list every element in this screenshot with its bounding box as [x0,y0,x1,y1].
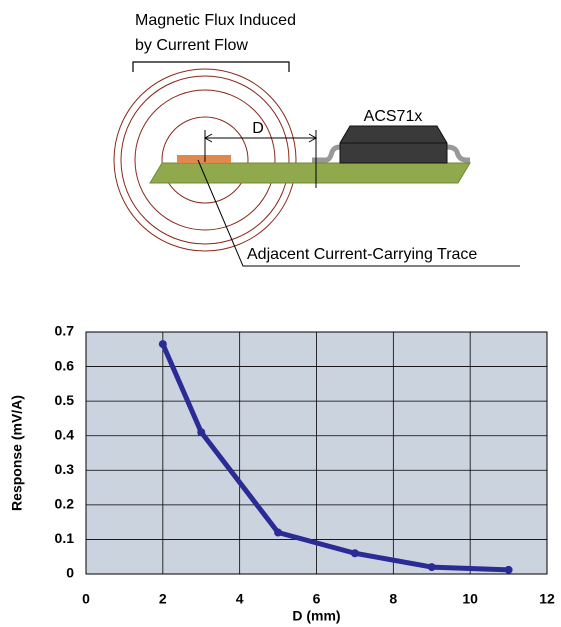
x-tick-label: 0 [82,591,90,607]
y-tick-label: 0.1 [55,530,75,546]
leader-line [197,159,520,267]
data-line [160,343,509,573]
flux-circle [113,68,297,252]
bracket [132,61,290,72]
x-tick-label: 6 [313,591,321,607]
y-tick-label: 0.5 [55,392,75,408]
board [149,162,471,184]
x-axis-label: D (mm) [292,608,340,624]
trace-label: Adjacent Current-Carrying Trace [247,246,477,263]
diagram: Magnetic Flux Induced by Current Flow AC… [113,12,520,267]
y-tick-label: 0.6 [55,357,75,373]
distance-label: D [252,120,264,137]
data-point [350,549,359,558]
y-tick-label: 0.2 [55,496,75,512]
chip-label: ACS71x [364,108,423,125]
plot-border [85,331,548,575]
flux-label: Magnetic Flux Induced [135,12,296,29]
x-tick-label: 4 [236,591,244,607]
flux-circle [161,116,249,204]
x-tick-label: 12 [539,591,555,607]
y-tick-label: 0.7 [55,323,75,339]
x-tick-label: 10 [462,591,478,607]
data-point [274,528,283,537]
y-axis-label: Response (mV/A) [9,395,25,511]
y-tick-label: 0 [66,565,74,581]
data-point [427,563,436,572]
y-tick-label: 0.3 [55,461,75,477]
data-point [504,565,513,574]
data-point [197,428,206,437]
dim-arrow [203,133,318,143]
data-point [158,340,167,349]
flux-circle [134,89,276,231]
x-tick-label: 2 [159,591,167,607]
y-tick-label: 0.4 [55,426,75,442]
chip [339,125,448,164]
flux-label: by Current Flow [135,37,248,54]
trace [177,155,231,163]
x-tick-label: 8 [389,591,397,607]
flux-circle [120,75,290,245]
chip-lead [312,144,470,163]
chart: 0 0.1 0.2 0.3 0.4 0.5 0.6 0.7 0 2 4 6 8 10 12 D (mm) Res… [9,323,555,624]
